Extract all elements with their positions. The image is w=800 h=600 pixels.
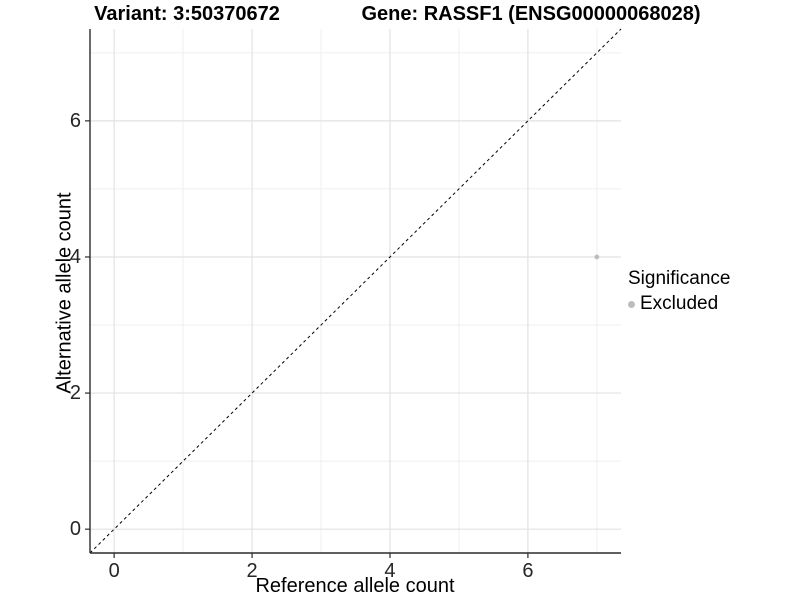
data-point xyxy=(594,254,600,260)
gene-title: Gene: RASSF1 (ENSG00000068028) xyxy=(361,3,701,25)
x-tick-label: 6 xyxy=(522,560,534,582)
y-tick-label: 4 xyxy=(69,245,81,268)
x-tick-label: 0 xyxy=(108,560,120,582)
x-tick-label: 4 xyxy=(384,560,396,582)
y-tick-label: 0 xyxy=(69,518,81,541)
legend-point-icon xyxy=(628,300,635,308)
legend-item: Excluded xyxy=(628,293,730,315)
legend-title: Significance xyxy=(628,268,731,289)
legend: Significance Excluded xyxy=(628,268,730,315)
y-tick-label: 6 xyxy=(69,109,81,132)
legend-item-label: Excluded xyxy=(640,293,719,314)
identity-line xyxy=(89,28,622,554)
variant-title: Variant: 3:50370672 xyxy=(94,3,280,25)
y-axis-title: Alternative allele count xyxy=(53,192,76,394)
y-tick-label: 2 xyxy=(69,382,81,405)
x-axis-title: Reference allele count xyxy=(255,575,455,597)
x-tick-label: 2 xyxy=(246,560,258,582)
